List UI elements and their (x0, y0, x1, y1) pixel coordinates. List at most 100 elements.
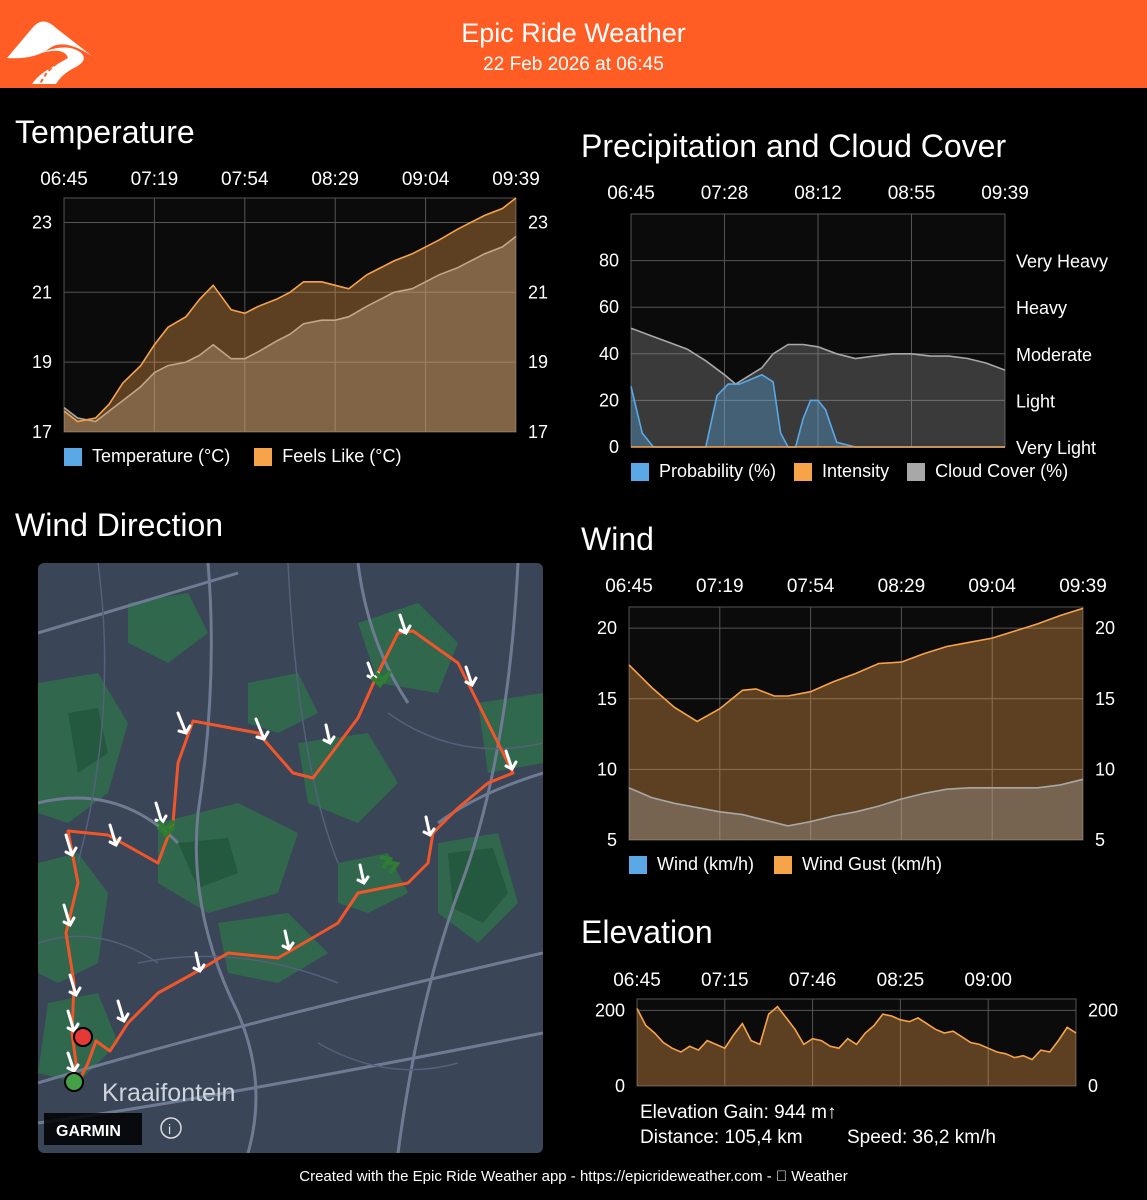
series-area-probability (631, 374, 1005, 447)
x-tick-label: 08:29 (311, 169, 359, 190)
x-tick-label: 08:55 (888, 183, 936, 204)
y-tick-label: 10 (597, 759, 617, 779)
y-tick-label-right: 19 (528, 352, 548, 372)
plot-area (636, 998, 1077, 1087)
wind-legend: Wind (km/h) Wind Gust (km/h) (629, 854, 942, 875)
y-tick-label: 21 (32, 282, 52, 302)
x-tick-label: 09:39 (492, 169, 540, 190)
y-tick-label-right: 15 (1095, 689, 1115, 709)
legend-swatch-wind (629, 855, 647, 874)
plot-area (630, 213, 1006, 448)
y-tick-label: 60 (599, 297, 619, 317)
legend-swatch-intensity (794, 462, 813, 481)
epic-ride-logo-icon (7, 21, 92, 85)
y-tick-label: 5 (607, 830, 617, 850)
direction-chevrons (156, 669, 401, 875)
start-marker (64, 1072, 84, 1092)
x-tick-label: 07:54 (221, 169, 269, 190)
x-tick-label: 06:45 (613, 970, 661, 991)
legend-wind-gust: Wind Gust (km/h) (802, 854, 943, 874)
distance-stat: Distance: 105,4 km (640, 1127, 803, 1148)
plot-area (63, 197, 517, 433)
report-date: 22 Feb 2026 at 06:45 (483, 54, 664, 75)
y-tick-label-right: 17 (528, 422, 548, 442)
wind-title: Wind (581, 521, 654, 557)
map-info-glyph: i (168, 1121, 171, 1137)
x-tick-label: 09:04 (968, 576, 1016, 597)
x-tick-label: 07:19 (696, 576, 744, 597)
series-area-temperature-c (64, 236, 516, 432)
series-area-feels-like-c (64, 198, 516, 432)
y-tick-label: 200 (595, 1000, 625, 1020)
y-tick-label: 20 (597, 618, 617, 638)
plot-area (628, 606, 1084, 841)
legend-temperature: Temperature (°C) (92, 446, 231, 466)
series-line-probability (630, 373, 1005, 448)
app-title: Epic Ride Weather (461, 18, 686, 48)
precipitation-title: Precipitation and Cloud Cover (581, 128, 1007, 164)
x-tick-label: 06:45 (605, 576, 653, 597)
y-tick-label: 40 (599, 344, 619, 364)
elevation-title: Elevation (581, 914, 713, 950)
intensity-label: Very Light (1016, 438, 1096, 458)
y-tick-label-right: 200 (1088, 1000, 1118, 1020)
x-tick-label: 09:39 (1059, 576, 1107, 597)
precipitation-legend: Probability (%) Intensity Cloud Cover (%… (631, 461, 1068, 482)
x-tick-label: 06:45 (607, 183, 655, 204)
x-tick-label: 07:54 (787, 576, 835, 597)
series-line-elevation (636, 1005, 1077, 1061)
intensity-label: Light (1016, 391, 1055, 411)
y-tick-label: 23 (32, 212, 52, 232)
x-tick-label: 07:19 (131, 169, 179, 190)
series-line-temperature-c (63, 235, 517, 423)
map-info-icon[interactable] (160, 1117, 182, 1139)
legend-swatch-feels-like (254, 447, 273, 466)
map-place-label: Kraaifontein (102, 1079, 235, 1107)
route-map[interactable]: Kraaifontein GARMIN i (38, 563, 543, 1153)
garmin-badge (44, 1113, 142, 1145)
series-area-cloud-cover (631, 328, 1005, 447)
series-area-wind-gust-km-h (629, 608, 1083, 840)
y-tick-label: 80 (599, 251, 619, 271)
garmin-brand: GARMIN (56, 1123, 121, 1140)
route-map-canvas: Kraaifontein GARMIN i (38, 563, 543, 1153)
app-header: Epic Ride Weather 22 Feb 2026 at 06:45 (0, 0, 1147, 88)
y-tick-label-right: 0 (1088, 1076, 1098, 1096)
intensity-label: Heavy (1016, 298, 1067, 318)
y-tick-label-right: 21 (528, 282, 548, 302)
legend-swatch-cloud-cover (907, 462, 926, 481)
intensity-label: Moderate (1016, 345, 1092, 365)
y-tick-label: 17 (32, 422, 52, 442)
legend-swatch-temperature (64, 447, 82, 466)
legend-intensity: Intensity (822, 461, 890, 481)
footer-credit: Created with the Epic Ride Weather app -… (299, 1168, 847, 1185)
y-tick-label: 0 (615, 1076, 625, 1096)
wind-direction-title: Wind Direction (15, 507, 224, 543)
end-marker (73, 1027, 93, 1047)
temperature-title: Temperature (15, 114, 195, 150)
x-tick-label: 08:12 (794, 183, 842, 204)
y-tick-label-right: 23 (528, 212, 548, 232)
x-tick-label: 09:39 (981, 183, 1029, 204)
minor-roads (38, 563, 543, 1071)
y-tick-label-right: 10 (1095, 759, 1115, 779)
y-tick-label: 0 (609, 437, 619, 457)
x-tick-label: 06:45 (40, 169, 88, 190)
legend-cloud-cover: Cloud Cover (%) (935, 461, 1069, 481)
series-line-cloud-cover (630, 327, 1006, 386)
intensity-label: Very Heavy (1016, 252, 1108, 272)
wind-arrows (62, 613, 518, 1073)
legend-wind: Wind (km/h) (657, 854, 755, 874)
y-tick-label: 19 (32, 352, 52, 372)
x-tick-label: 07:28 (701, 183, 749, 204)
legend-swatch-probability (631, 462, 649, 481)
y-tick-label: 20 (599, 390, 619, 410)
y-tick-label-right: 5 (1095, 830, 1105, 850)
legend-swatch-wind-gust (774, 855, 793, 874)
x-tick-label: 07:46 (789, 970, 837, 991)
dark-vegetation (68, 708, 508, 923)
elevation-gain: Elevation Gain: 944 m↑ (640, 1102, 837, 1123)
speed-stat: Speed: 36,2 km/h (847, 1127, 996, 1148)
x-tick-label: 07:15 (701, 970, 749, 991)
y-tick-label: 15 (597, 689, 617, 709)
